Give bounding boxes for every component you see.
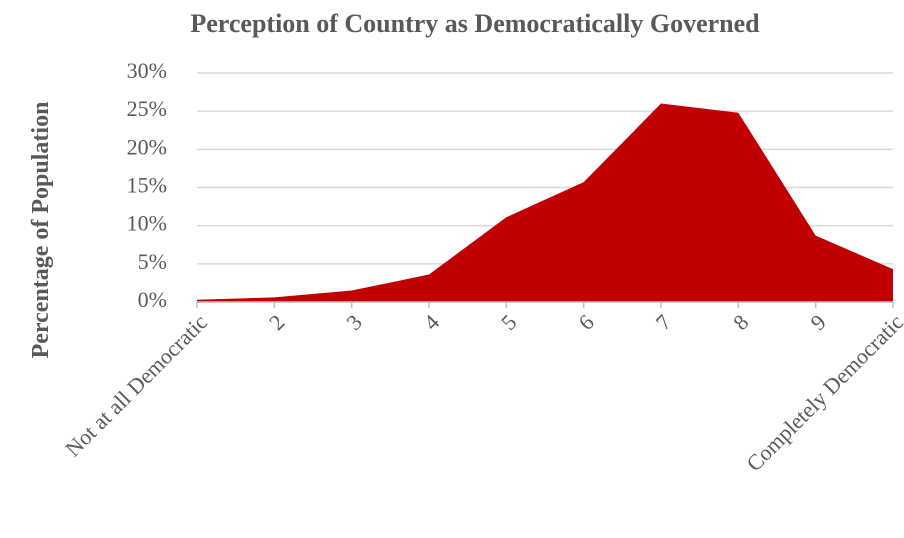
y-axis-title: Percentage of Population: [28, 102, 54, 359]
x-tick-label: 6: [573, 309, 598, 334]
x-tick-label: Not at all Democratic: [60, 309, 212, 461]
y-tick-label: 5%: [138, 249, 167, 274]
x-tick-label: 8: [728, 309, 753, 334]
x-tick-label: 4: [419, 309, 444, 334]
x-tick-label: 5: [496, 309, 521, 334]
x-tick-label: 7: [651, 309, 676, 334]
area: [197, 103, 893, 303]
y-tick-label: 0%: [138, 287, 167, 312]
y-tick-label: 15%: [127, 173, 167, 198]
y-tick-label: 30%: [127, 58, 167, 83]
x-tick-label: 3: [341, 309, 366, 334]
x-tick-label: 2: [264, 309, 289, 334]
y-tick-label: 10%: [127, 211, 167, 236]
x-tick-label: 9: [805, 309, 830, 334]
chart-title: Perception of Country as Democratically …: [190, 9, 760, 38]
y-tick-label: 20%: [127, 134, 167, 159]
y-tick-label: 25%: [127, 96, 167, 121]
